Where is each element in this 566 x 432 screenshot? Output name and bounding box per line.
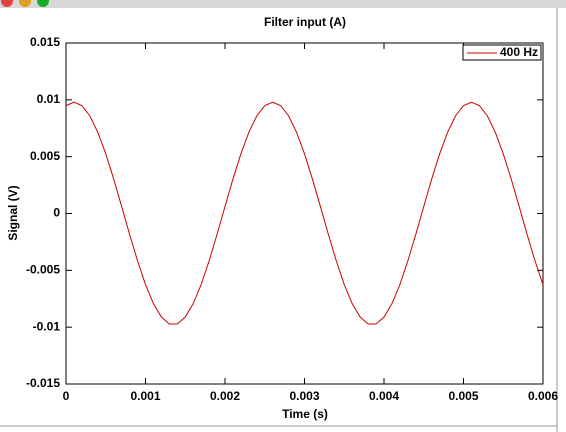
y-tick-label: 0.005 [30, 149, 60, 163]
x-tick-label: 0.004 [369, 389, 399, 403]
x-tick-label: 0.006 [528, 389, 558, 403]
x-tick-label: 0.002 [210, 389, 240, 403]
legend-label: 400 Hz [500, 45, 538, 59]
window-titlebar [0, 0, 566, 8]
y-tick-label: -0.01 [33, 319, 61, 333]
data-line [65, 101, 544, 325]
x-tick-label: 0 [63, 389, 70, 403]
y-tick-label: 0.015 [30, 35, 60, 49]
y-axis-label: Signal (V) [6, 185, 20, 240]
legend-box [462, 44, 542, 61]
x-tick-label: 0.001 [130, 389, 160, 403]
x-axis-label: Time (s) [282, 407, 328, 421]
close-button[interactable] [1, 0, 13, 7]
plot-frame [65, 42, 544, 385]
x-tick-label: 0.003 [289, 389, 319, 403]
y-tick-label: 0.01 [37, 92, 61, 106]
minimize-button[interactable] [19, 0, 31, 7]
y-tick-label: -0.005 [26, 263, 60, 277]
chart-title: Filter input (A) [264, 15, 346, 29]
x-tick-label: 0.005 [448, 389, 478, 403]
y-tick-label: 0 [53, 206, 60, 220]
zoom-button[interactable] [37, 0, 49, 7]
y-tick-label: -0.015 [26, 376, 60, 390]
